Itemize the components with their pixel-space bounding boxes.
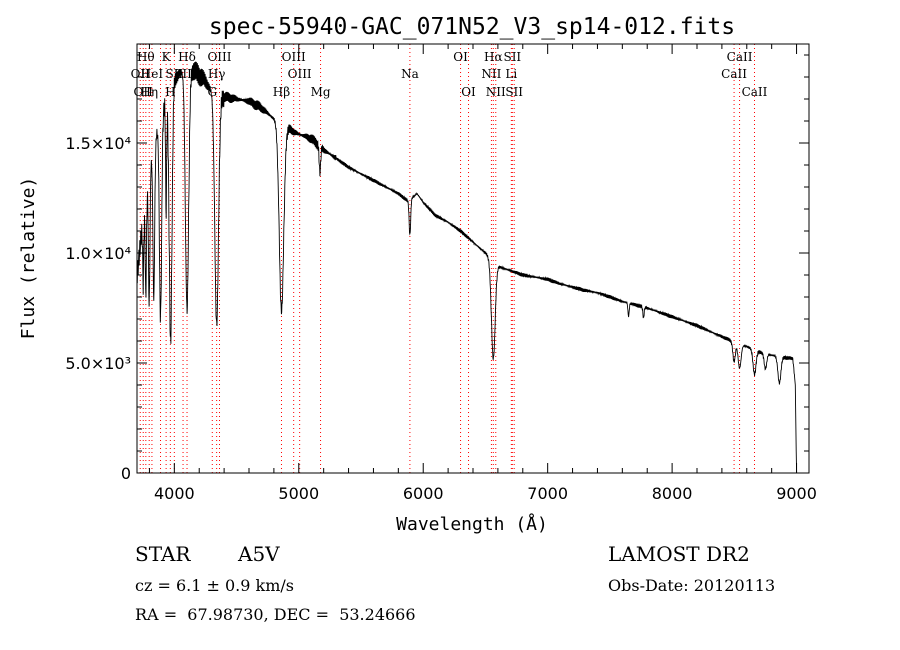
line-label: OIII [207, 50, 231, 64]
y-axis-label: Flux (relative) [18, 177, 39, 340]
line-label: Mg [311, 85, 331, 99]
line-markers [139, 44, 755, 473]
line-label: H [165, 85, 175, 99]
spectrum-line [136, 61, 798, 474]
line-label: SII [505, 85, 523, 99]
line-label: SII [503, 50, 521, 64]
x-tick-label: 7000 [527, 484, 568, 503]
line-label: Hγ [208, 67, 226, 81]
line-label: CaII [742, 85, 768, 99]
observation-date: Obs-Date: 20120113 [608, 576, 776, 595]
survey-name: LAMOST DR2 [608, 542, 750, 566]
plot-frame [136, 43, 810, 474]
line-label: Hθ [137, 50, 155, 64]
y-tick-label: 1.0×10⁴ [65, 244, 131, 263]
line-label: NII [481, 67, 501, 81]
line-label: OI [461, 85, 476, 99]
line-label: HeI [141, 67, 164, 81]
y-axis: 0 5.0×10³ 1.0×10⁴ 1.5×10⁴ [65, 54, 809, 483]
x-tick-label: 9000 [776, 484, 817, 503]
redshift-value: cz = 6.1 ± 0.9 km/s [135, 576, 294, 595]
line-label: K [162, 50, 172, 64]
x-tick-label: 4000 [154, 484, 195, 503]
line-label: CaII [727, 50, 753, 64]
line-label: OIII [288, 67, 312, 81]
coordinates: RA = 67.98730, DEC = 53.24666 [135, 605, 416, 624]
y-tick-label: 1.5×10⁴ [65, 134, 131, 153]
line-label: Hβ [273, 85, 290, 99]
line-label: CaII [721, 67, 747, 81]
line-label: Hη [140, 85, 158, 99]
line-labels: OII OII Hθ Hη HeI K H SII SII Hδ G Hγ OIII Hβ OIII OIII… [131, 50, 768, 99]
line-label: G [207, 85, 217, 99]
line-label: Na [401, 67, 419, 81]
line-label: Hδ [178, 50, 196, 64]
chart-title: spec-55940-GAC_071N52_V3_sp14-012.fits [209, 14, 735, 40]
line-label: Hα [484, 50, 503, 64]
object-class: STAR [135, 542, 191, 566]
x-tick-label: 6000 [403, 484, 444, 503]
line-label: Li [505, 67, 517, 81]
x-axis-label: Wavelength (Å) [396, 513, 548, 535]
line-label: NII [486, 85, 506, 99]
y-tick-label: 0 [121, 464, 131, 483]
x-tick-label: 8000 [652, 484, 693, 503]
line-label: OII [131, 67, 151, 81]
line-label: OIII [282, 50, 306, 64]
x-tick-label: 5000 [278, 484, 319, 503]
object-subclass: A5V [238, 542, 280, 566]
line-label: OI [453, 50, 468, 64]
line-label: OII [134, 85, 154, 99]
y-tick-label: 5.0×10³ [65, 354, 131, 373]
x-axis: 4000 5000 6000 7000 8000 9000 [148, 44, 817, 503]
